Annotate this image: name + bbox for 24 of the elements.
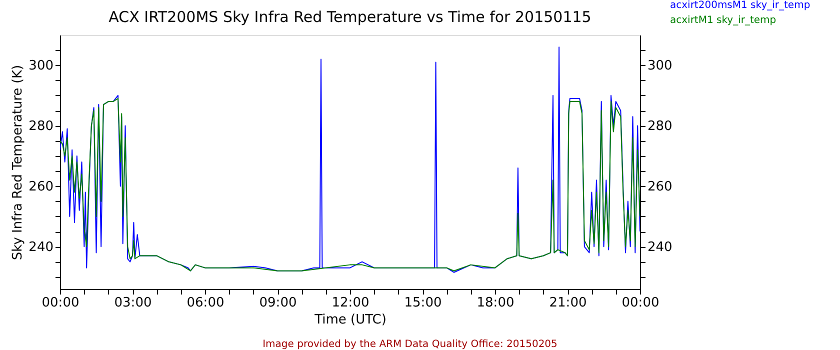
x-tick-label: 21:00: [549, 296, 587, 310]
y2-tick-label: 240: [648, 240, 672, 256]
y-tick-label: 280: [28, 119, 54, 134]
y2-tick-label: 280: [648, 119, 672, 134]
text: acxirt200msM1 sky_ir_temp: [670, 0, 810, 11]
y-tick-label: 240: [28, 240, 54, 256]
line-series: [60, 98, 640, 272]
text: acxirtM1 sky_ir_temp: [670, 15, 776, 26]
y-tick-label: 300: [28, 58, 54, 74]
y-axis-title: Sky Infra Red Temperature (K): [10, 64, 26, 260]
y2-tick-label: 300: [648, 58, 672, 74]
chart-title: ACX IRT200MS Sky Infra Red Temperature vs Time for 20150115: [108, 8, 592, 26]
x-tick-label: 15:00: [404, 296, 442, 310]
x-tick-label: 03:00: [114, 296, 152, 310]
x-tick-label: 09:00: [259, 296, 297, 310]
x-tick-label: 06:00: [186, 296, 224, 310]
y-tick-label: 260: [28, 180, 54, 195]
y2-tick-label: 260: [648, 180, 672, 195]
text: Image provided by the ARM Data Quality Office: 20150205: [262, 339, 558, 350]
x-tick-label: 00:00: [42, 296, 80, 310]
x-tick-label: 12:00: [332, 296, 370, 310]
x-axis-title: Time (UTC): [314, 312, 386, 328]
x-tick-label: 00:00: [622, 296, 660, 310]
x-tick-label: 18:00: [476, 296, 514, 310]
